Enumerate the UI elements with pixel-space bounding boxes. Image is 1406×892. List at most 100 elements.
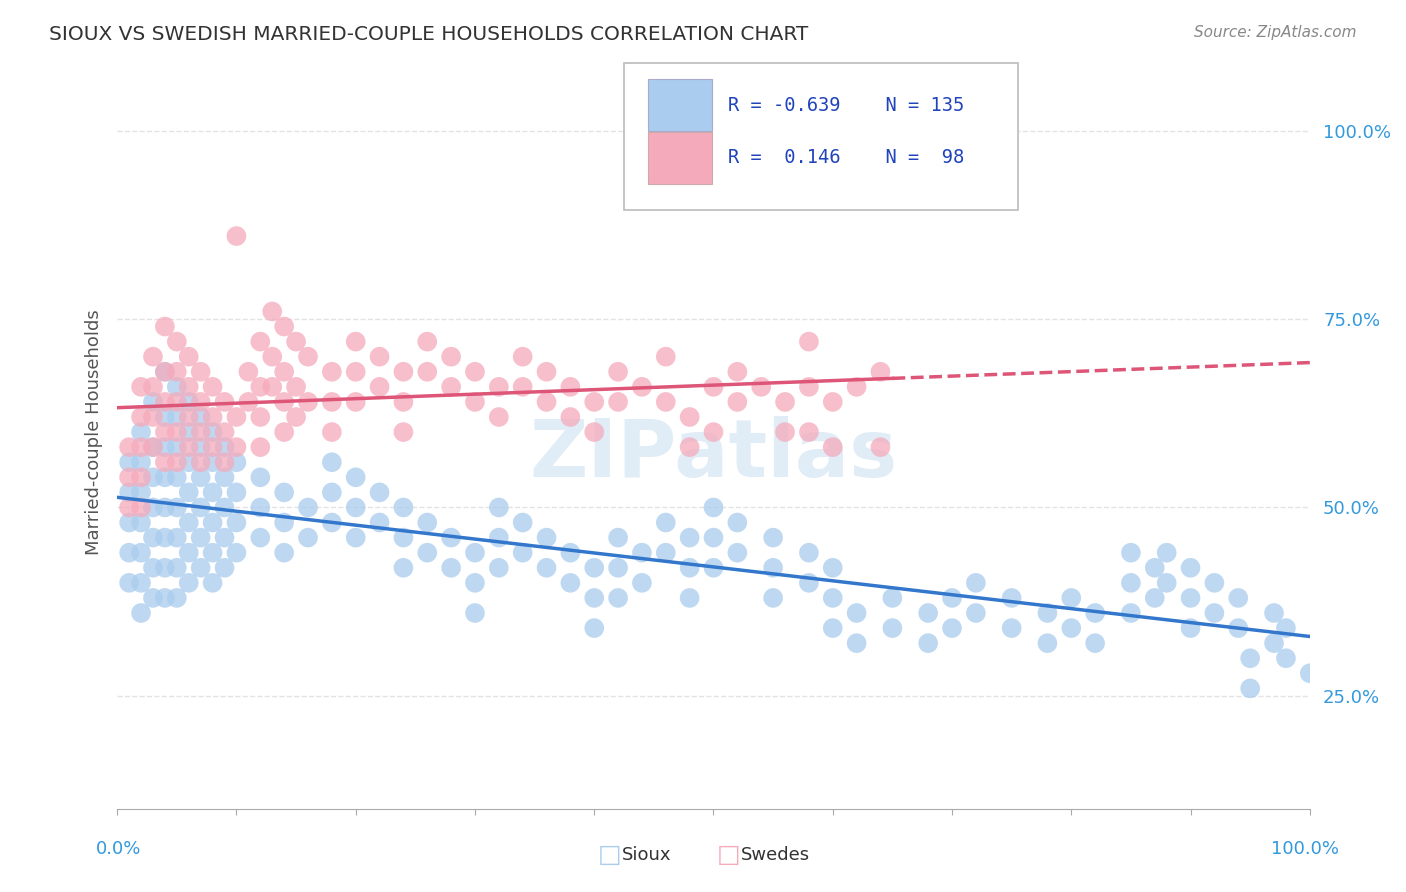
Point — [702, 380, 724, 394]
Point — [177, 546, 200, 560]
Point — [166, 409, 188, 424]
Point — [607, 395, 630, 409]
FancyBboxPatch shape — [648, 79, 713, 131]
Point — [392, 531, 415, 545]
Point — [153, 500, 176, 515]
Point — [142, 440, 165, 454]
Point — [129, 455, 152, 469]
Point — [129, 546, 152, 560]
Point — [583, 395, 606, 409]
Point — [1239, 681, 1261, 696]
Point — [177, 409, 200, 424]
Point — [440, 350, 463, 364]
Point — [190, 365, 212, 379]
Point — [166, 380, 188, 394]
Point — [725, 395, 748, 409]
Point — [368, 485, 391, 500]
Point — [1299, 666, 1322, 681]
Point — [762, 561, 785, 575]
Point — [153, 591, 176, 605]
Point — [142, 440, 165, 454]
Point — [488, 500, 510, 515]
Point — [142, 409, 165, 424]
Point — [129, 516, 152, 530]
Point — [392, 425, 415, 439]
Point — [249, 334, 271, 349]
Point — [1263, 636, 1285, 650]
Point — [225, 409, 247, 424]
Point — [321, 516, 343, 530]
Point — [214, 425, 236, 439]
Point — [321, 485, 343, 500]
Point — [201, 546, 224, 560]
Point — [129, 380, 152, 394]
Point — [631, 546, 654, 560]
Point — [214, 470, 236, 484]
Point — [869, 365, 891, 379]
Point — [416, 546, 439, 560]
Point — [1084, 606, 1107, 620]
Point — [725, 546, 748, 560]
Text: R =  0.146    N =  98: R = 0.146 N = 98 — [728, 148, 965, 168]
Point — [762, 591, 785, 605]
Point — [344, 470, 367, 484]
Point — [1227, 591, 1250, 605]
Point — [368, 380, 391, 394]
Point — [321, 425, 343, 439]
Point — [1119, 606, 1142, 620]
Point — [201, 575, 224, 590]
Point — [153, 425, 176, 439]
Point — [321, 365, 343, 379]
Point — [560, 575, 582, 590]
Point — [1156, 546, 1178, 560]
Point — [249, 500, 271, 515]
Point — [285, 409, 308, 424]
Point — [773, 425, 796, 439]
Point — [583, 591, 606, 605]
Point — [1060, 621, 1083, 635]
Point — [297, 500, 319, 515]
Point — [238, 365, 260, 379]
Point — [344, 500, 367, 515]
Point — [177, 380, 200, 394]
Point — [1227, 621, 1250, 635]
Point — [965, 575, 987, 590]
Point — [166, 395, 188, 409]
Point — [392, 561, 415, 575]
Point — [153, 531, 176, 545]
Point — [273, 425, 295, 439]
Point — [177, 440, 200, 454]
Point — [297, 350, 319, 364]
Point — [142, 380, 165, 394]
Point — [440, 380, 463, 394]
Point — [118, 485, 141, 500]
Point — [153, 470, 176, 484]
Point — [166, 365, 188, 379]
Point — [416, 516, 439, 530]
Point — [679, 409, 702, 424]
Point — [285, 380, 308, 394]
Point — [368, 350, 391, 364]
Point — [607, 561, 630, 575]
Point — [845, 636, 868, 650]
Point — [153, 409, 176, 424]
Point — [917, 606, 939, 620]
Point — [129, 409, 152, 424]
Point — [845, 606, 868, 620]
Point — [225, 516, 247, 530]
Point — [488, 380, 510, 394]
Point — [201, 380, 224, 394]
Point — [512, 516, 534, 530]
Point — [845, 380, 868, 394]
Point — [129, 500, 152, 515]
Point — [129, 575, 152, 590]
Point — [392, 395, 415, 409]
Point — [142, 350, 165, 364]
Point — [166, 455, 188, 469]
Y-axis label: Married-couple Households: Married-couple Households — [86, 310, 103, 555]
Point — [392, 365, 415, 379]
Point — [190, 425, 212, 439]
Point — [1143, 591, 1166, 605]
Point — [882, 591, 904, 605]
Point — [1275, 621, 1298, 635]
